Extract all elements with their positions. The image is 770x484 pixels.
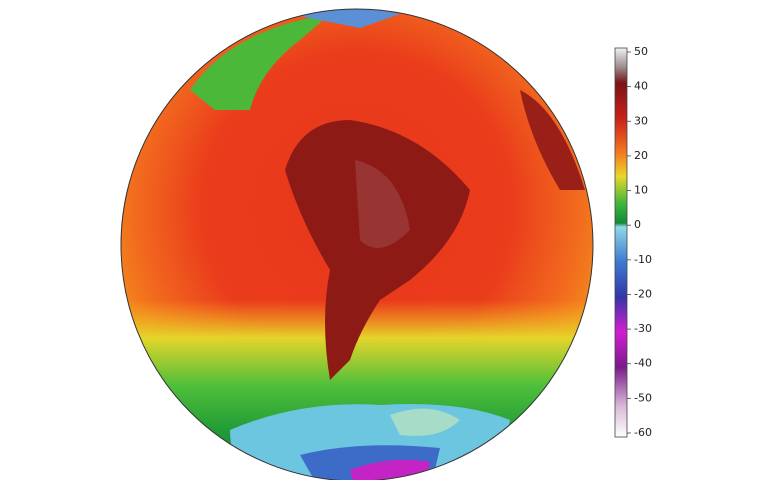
colorbar-label: -20 — [634, 287, 652, 300]
colorbar-label: -40 — [634, 357, 652, 370]
colorbar-label: 30 — [634, 114, 648, 127]
colorbar-label: 40 — [634, 80, 648, 93]
colorbar-label: -10 — [634, 253, 652, 266]
colorbar-label: 20 — [634, 149, 648, 162]
colorbar-label: -30 — [634, 322, 652, 335]
colorbar — [614, 47, 628, 438]
colorbar-label: 10 — [634, 184, 648, 197]
colorbar-label: -60 — [634, 426, 652, 439]
colorbar-label: 50 — [634, 45, 648, 58]
colorbar-label: -50 — [634, 391, 652, 404]
colorbar-label: 0 — [634, 218, 641, 231]
globe — [121, 9, 593, 481]
